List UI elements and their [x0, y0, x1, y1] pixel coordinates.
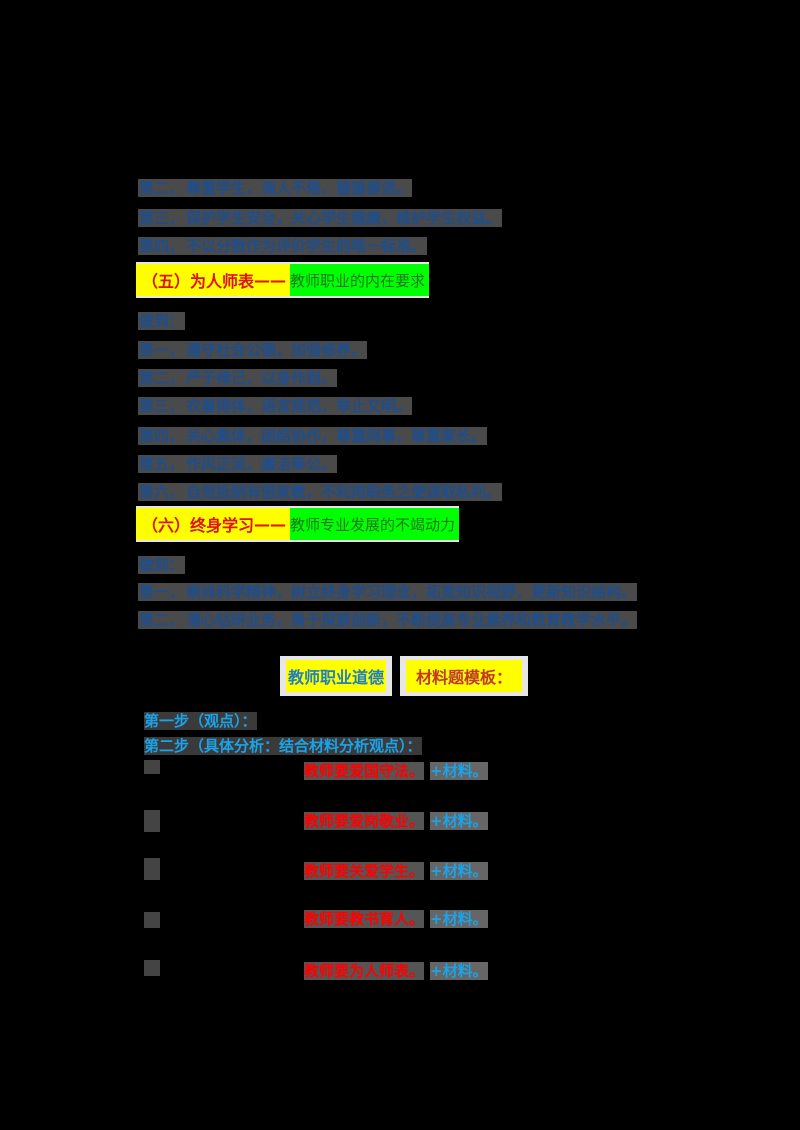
line-text: 自觉抵制有偿家教，不利用职务之便谋取私利。: [185, 483, 503, 501]
heading-dash: ——: [254, 514, 287, 534]
section-label: 做到：: [138, 554, 186, 575]
thesis-text: 教师要爱国守法。: [304, 762, 425, 780]
thesis-suffix: +材料。: [430, 812, 488, 830]
line-number: 第二，: [138, 179, 186, 197]
heading-title: （六）终身学习 ——: [136, 508, 291, 540]
step-2: 第二步（具体分析：结合材料分析观点）：: [144, 735, 422, 756]
thesis-suffix: +材料。: [430, 910, 488, 928]
line-number: 第四，: [138, 237, 186, 255]
list-marker: [144, 960, 160, 976]
line-text: 衣着得体，语言规范，举止文明。: [185, 397, 413, 415]
text-line: 第二， 尊重学生，诲人不倦，循循善诱。: [138, 178, 413, 198]
heading-title-text: （六）终身学习: [142, 516, 255, 535]
line-number: 第二，: [138, 369, 186, 387]
list-marker: [144, 858, 160, 880]
list-marker: [144, 810, 160, 832]
thesis-suffix: +材料。: [430, 762, 488, 780]
line-number: 第五，: [138, 455, 186, 473]
line-text: 崇尚科学精神，树立终身学习理念，拓宽知识视野，更新知识结构。: [185, 583, 638, 601]
line-number: 第二，: [138, 611, 186, 629]
line-text: 不以分数作为评价学生的唯一标准。: [185, 237, 428, 255]
line-text: 遵守社会公德，加强修养。: [185, 341, 368, 359]
tag-teacher-ethics: 教师职业道德: [280, 656, 393, 696]
line-text: 严于律己，以身作则。: [185, 369, 338, 387]
line-text: 作风正派，廉洁奉公。: [185, 455, 338, 473]
thesis-item: 教师要为人师表。 +材料。: [304, 960, 488, 981]
line-number: 第一，: [138, 341, 186, 359]
thesis-item: 教师要教书育人。 +材料。: [304, 908, 488, 929]
text-line: 第二， 潜心钻研业务，勇于探索创新，不断提高专业素养和教育教学水平。: [138, 610, 638, 630]
tag-material-template-text: 材料题模板：: [406, 660, 523, 692]
section-heading-5: （五）为人师表 —— 教师职业的内在要求: [136, 262, 430, 298]
line-number: 第一，: [138, 583, 186, 601]
line-number: 第六，: [138, 483, 186, 501]
step-2-text: 第二步（具体分析：结合材料分析观点）：: [144, 737, 422, 755]
tag-material-template: 材料题模板：: [400, 656, 529, 696]
text-line: 第二， 严于律己，以身作则。: [138, 368, 338, 388]
text-line: 第四， 关心集体，团结协作，尊重同事，尊重家长。: [138, 426, 488, 446]
thesis-item: 教师要关爱学生。 +材料。: [304, 860, 488, 881]
thesis-text: 教师要教书育人。: [304, 910, 425, 928]
section-heading-6: （六）终身学习 —— 教师专业发展的不竭动力: [136, 506, 460, 542]
line-text: 尊重学生，诲人不倦，循循善诱。: [185, 179, 413, 197]
thesis-text: 教师要爱岗敬业。: [304, 812, 425, 830]
heading-dash: ——: [254, 270, 287, 290]
step-1-text: 第一步（观点）：: [144, 712, 257, 730]
text-line: 第四， 不以分数作为评价学生的唯一标准。: [138, 236, 428, 256]
heading-title-text: （五）为人师表: [142, 272, 255, 291]
list-marker: [144, 760, 160, 774]
thesis-suffix: +材料。: [430, 962, 488, 980]
thesis-item: 教师要爱国守法。 +材料。: [304, 760, 488, 781]
heading-title: （五）为人师表 ——: [136, 264, 291, 296]
thesis-item: 教师要爱岗敬业。 +材料。: [304, 810, 488, 831]
label-text: 做到：: [138, 556, 186, 574]
list-marker: [144, 912, 160, 928]
text-line: 第五， 作风正派，廉洁奉公。: [138, 454, 338, 474]
heading-subtitle: 教师职业的内在要求: [290, 264, 430, 296]
thesis-text: 教师要为人师表。: [304, 962, 425, 980]
label-text: 做到：: [138, 312, 186, 330]
section-label: 做到：: [138, 310, 186, 331]
text-line: 第三， 衣着得体，语言规范，举止文明。: [138, 396, 413, 416]
tag-teacher-ethics-text: 教师职业道德: [286, 660, 387, 692]
thesis-suffix: +材料。: [430, 862, 488, 880]
thesis-text: 教师要关爱学生。: [304, 862, 425, 880]
line-number: 第三，: [138, 397, 186, 415]
text-line: 第一， 遵守社会公德，加强修养。: [138, 340, 368, 360]
line-number: 第三，: [138, 209, 186, 227]
text-line: 第一， 崇尚科学精神，树立终身学习理念，拓宽知识视野，更新知识结构。: [138, 582, 638, 602]
line-text: 潜心钻研业务，勇于探索创新，不断提高专业素养和教育教学水平。: [185, 611, 638, 629]
text-line: 第三， 保护学生安全，关心学生健康，维护学生权益。: [138, 208, 503, 228]
line-text: 保护学生安全，关心学生健康，维护学生权益。: [185, 209, 503, 227]
line-text: 关心集体，团结协作，尊重同事，尊重家长。: [185, 427, 488, 445]
line-number: 第四，: [138, 427, 186, 445]
heading-subtitle: 教师专业发展的不竭动力: [290, 508, 460, 540]
step-1: 第一步（观点）：: [144, 710, 257, 731]
text-line: 第六， 自觉抵制有偿家教，不利用职务之便谋取私利。: [138, 482, 503, 502]
